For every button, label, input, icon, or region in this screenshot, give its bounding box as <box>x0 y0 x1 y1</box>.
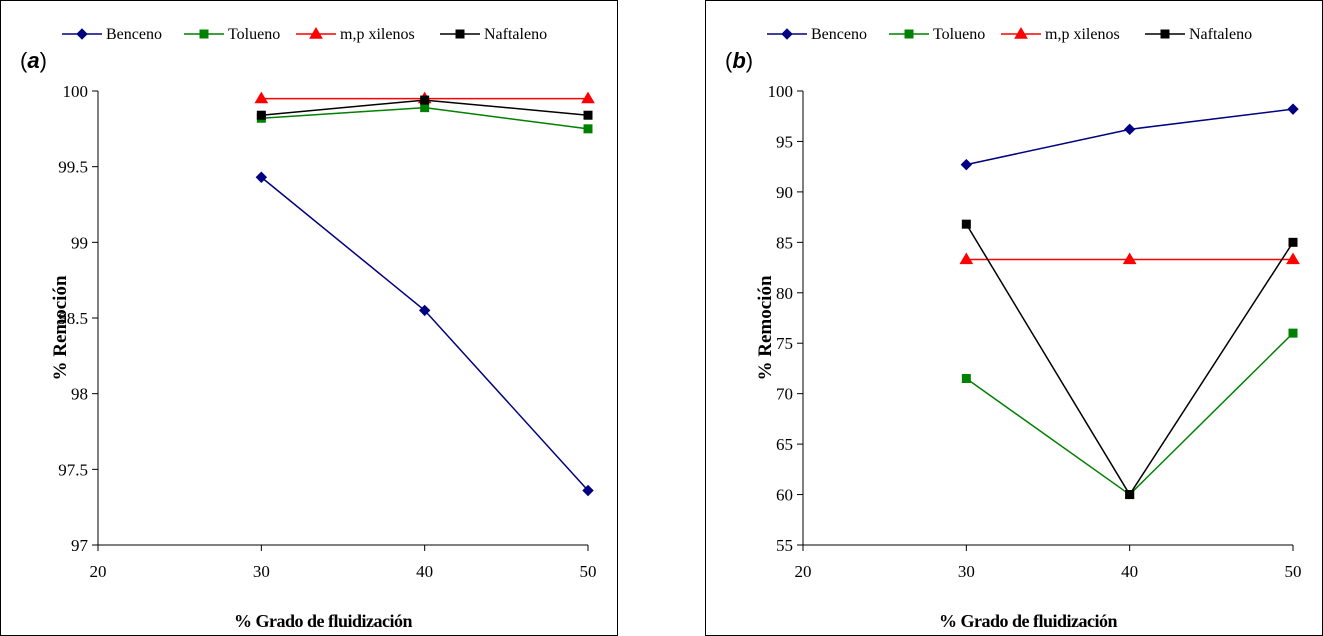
x-axis-label: % Grado de fluidización <box>939 611 1117 631</box>
y-tick-label: 97 <box>71 536 89 555</box>
legend-swatch-marker <box>455 29 465 39</box>
y-tick-label: 98.5 <box>58 309 88 328</box>
x-tick-label: 40 <box>1121 562 1138 581</box>
data-point-m-p-xilenos <box>1122 252 1137 265</box>
data-point-naftaleno <box>1125 490 1135 500</box>
series-naftaleno <box>961 219 1298 500</box>
y-tick-label: 90 <box>776 183 793 202</box>
chart-frame <box>705 0 1323 636</box>
chart-b: Benceno Tolueno m,p xilenos Naftaleno (b) 55 6… <box>705 0 1323 636</box>
x-tick-label: 20 <box>795 562 812 581</box>
legend-item-tolueno: Tolueno <box>889 26 985 43</box>
chart-a: Benceno Tolueno m,p xilenos Naftaleno (a) 97 9… <box>0 0 618 636</box>
chart-panel-a: Benceno Tolueno m,p xilenos Naftaleno (a) 97 9… <box>0 0 618 636</box>
x-tick-label: 40 <box>416 562 433 581</box>
y-tick-label: 70 <box>776 385 793 404</box>
data-point-benceno <box>1123 123 1136 136</box>
panel-label: (b) <box>725 48 753 73</box>
legend-swatch-marker <box>1160 29 1170 39</box>
legend-swatch-marker <box>199 29 209 39</box>
y-tick-label: 100 <box>63 82 89 101</box>
panel-label: (a) <box>20 48 47 73</box>
legend-label: Benceno <box>106 26 162 43</box>
data-point-benceno <box>1287 103 1299 115</box>
y-tick-label: 97.5 <box>58 460 88 479</box>
legend-label: Naftaleno <box>484 26 547 43</box>
y-tick-label: 85 <box>776 233 793 252</box>
chart-panel-b: Benceno Tolueno m,p xilenos Naftaleno (b) 55 6… <box>705 0 1323 636</box>
panel-label-letter: a <box>27 48 39 73</box>
y-tick-label: 95 <box>776 132 793 151</box>
legend-item-naftaleno: Naftaleno <box>440 26 547 43</box>
data-point-m-p-xilenos <box>581 91 595 104</box>
y-tick-label: 55 <box>776 536 793 555</box>
x-tick-label: 20 <box>90 562 107 581</box>
chart-frame <box>0 0 618 636</box>
x-tick-label: 30 <box>253 562 270 581</box>
y-axis-label: % Remoción <box>50 275 71 380</box>
y-tick-label: 99 <box>71 233 88 252</box>
y-tick-label: 100 <box>768 82 794 101</box>
data-point-naftaleno <box>256 110 266 120</box>
legend-label: Naftaleno <box>1189 26 1252 43</box>
y-tick-label: 60 <box>776 486 793 505</box>
legend-label: Tolueno <box>933 26 985 43</box>
data-point-benceno <box>582 484 594 497</box>
legend-swatch-marker <box>76 28 88 40</box>
legend-swatch-marker <box>781 28 793 40</box>
legend-label: Benceno <box>811 26 867 43</box>
y-axis-label: % Remoción <box>755 275 776 380</box>
x-axis-label: % Grado de fluidización <box>234 611 412 631</box>
legend-swatch-marker <box>1014 27 1028 39</box>
data-point-naftaleno <box>1288 237 1298 247</box>
data-point-m-p-xilenos <box>254 91 269 104</box>
y-tick-label: 98 <box>71 385 88 404</box>
x-tick-label: 50 <box>1285 562 1302 581</box>
data-point-m-p-xilenos <box>1286 252 1300 265</box>
y-tick-label: 99.5 <box>58 158 88 177</box>
legend-item-m-p-xilenos: m,p xilenos <box>1001 26 1120 43</box>
legend-item-m-p-xilenos: m,p xilenos <box>296 26 415 43</box>
data-point-benceno <box>418 304 431 317</box>
data-point-benceno <box>255 171 268 183</box>
data-point-benceno <box>960 158 973 171</box>
data-point-naftaleno <box>961 219 971 229</box>
series-benceno <box>960 103 1299 171</box>
y-tick-label: 80 <box>776 284 793 303</box>
legend-swatch-marker <box>309 27 323 39</box>
legend-item-benceno: Benceno <box>62 26 162 43</box>
data-point-tolueno <box>420 103 430 113</box>
legend-label: m,p xilenos <box>1045 26 1120 43</box>
data-point-tolueno <box>961 374 971 384</box>
series-m-p-xilenos <box>959 252 1300 265</box>
legend-label: m,p xilenos <box>340 26 415 43</box>
legend-swatch-marker <box>904 29 914 39</box>
series-naftaleno <box>256 95 593 120</box>
data-point-naftaleno <box>583 110 593 120</box>
legend-item-benceno: Benceno <box>767 26 867 43</box>
legend-item-tolueno: Tolueno <box>184 26 280 43</box>
data-point-tolueno <box>1288 328 1298 338</box>
legend-item-naftaleno: Naftaleno <box>1145 26 1252 43</box>
panel-label-letter: b <box>732 48 745 73</box>
data-point-naftaleno <box>420 95 430 105</box>
data-point-tolueno <box>583 124 593 134</box>
series-benceno <box>255 171 594 497</box>
y-tick-label: 65 <box>776 435 793 454</box>
data-point-m-p-xilenos <box>959 252 974 265</box>
y-tick-label: 75 <box>776 334 793 353</box>
legend-label: Tolueno <box>228 26 280 43</box>
x-tick-label: 30 <box>958 562 975 581</box>
x-tick-label: 50 <box>580 562 597 581</box>
